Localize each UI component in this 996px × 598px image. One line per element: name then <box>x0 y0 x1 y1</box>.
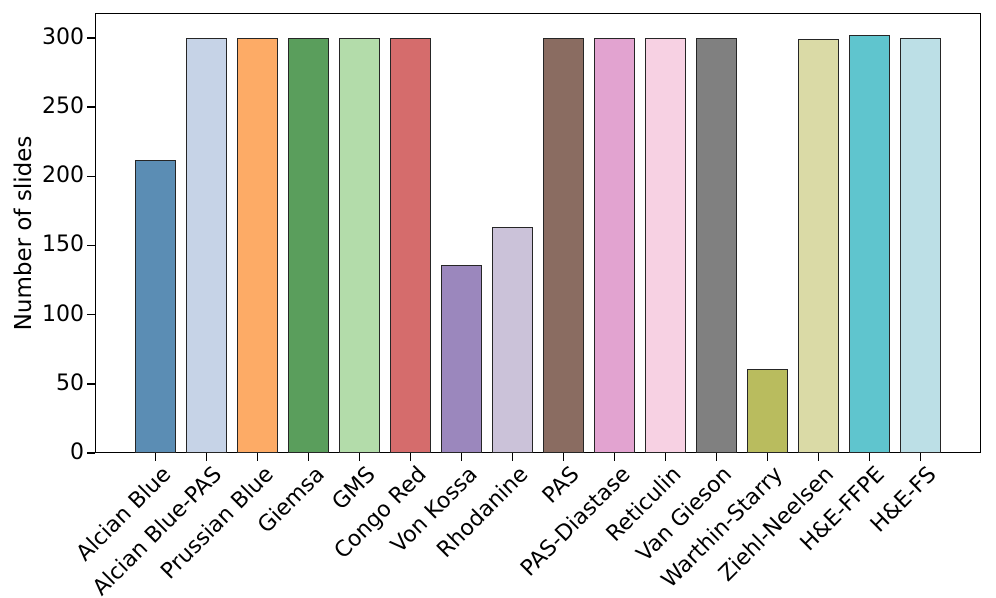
y-tick-label: 300 <box>42 24 84 50</box>
y-tick-label: 100 <box>42 301 84 327</box>
y-tick-mark <box>87 383 95 385</box>
bar-alcian-blue-pas <box>186 37 228 453</box>
bar-von-kossa <box>441 264 483 453</box>
bar-congo-red <box>390 37 432 453</box>
y-tick-mark <box>87 244 95 247</box>
x-tick-mark <box>256 453 259 461</box>
x-tick-mark <box>766 453 769 461</box>
y-tick-mark <box>87 106 95 108</box>
bar-warthin-starry <box>746 368 788 453</box>
bar-van-gieson <box>695 37 737 453</box>
x-tick-mark <box>919 453 922 461</box>
y-tick-mark <box>87 452 95 454</box>
bar-h-e-ffpe <box>848 35 890 453</box>
bar-reticulin <box>644 37 686 453</box>
bar-ziehl-neelsen <box>797 39 839 453</box>
x-tick-mark <box>868 453 871 461</box>
x-tick-mark <box>817 453 820 461</box>
x-tick-mark <box>715 453 718 461</box>
y-tick-label: 200 <box>42 163 84 189</box>
x-tick-mark <box>664 453 667 461</box>
bar-giemsa <box>288 37 330 453</box>
x-tick-mark <box>358 453 361 461</box>
bar-alcian-blue <box>135 159 177 453</box>
x-tick-mark <box>154 453 157 461</box>
x-tick-mark <box>409 453 412 461</box>
bar-gms <box>339 37 381 453</box>
y-tick-label: 250 <box>42 94 84 120</box>
bar-rhodanine <box>492 227 533 453</box>
y-tick-mark <box>87 37 95 39</box>
y-tick-label: 150 <box>42 232 84 258</box>
bar-pas <box>542 37 584 453</box>
x-tick-mark <box>562 453 565 461</box>
y-tick-mark <box>87 313 95 316</box>
bar-prussian-blue <box>237 37 279 453</box>
x-tick-mark <box>307 453 310 461</box>
x-tick-mark <box>511 453 514 461</box>
x-tick-mark <box>460 453 463 461</box>
bar-pas-diastase <box>593 37 635 453</box>
x-tick-mark <box>205 453 208 461</box>
y-tick-label: 0 <box>70 440 84 465</box>
x-tick-mark <box>613 453 616 461</box>
y-tick-mark <box>87 175 95 178</box>
y-tick-label: 50 <box>56 370 84 396</box>
bar-h-e-fs <box>899 37 941 453</box>
